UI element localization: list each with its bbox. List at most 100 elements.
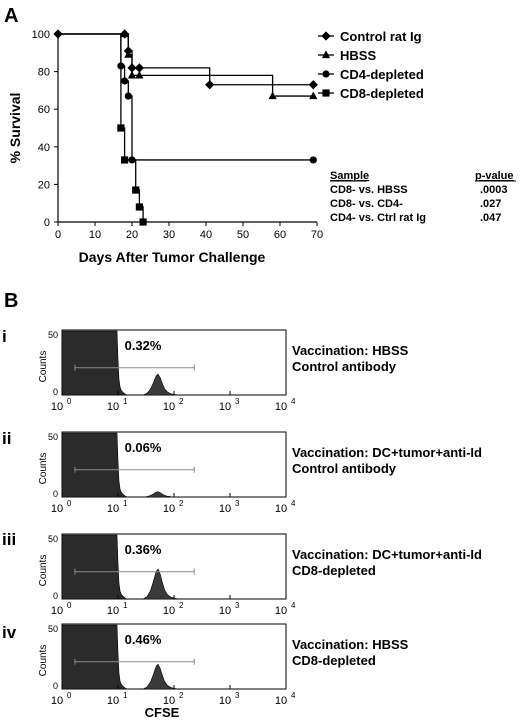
x-tick-label: 10 <box>89 229 101 241</box>
y-tick-label: 50 <box>48 432 58 442</box>
x-tick-base: 10 <box>107 605 119 617</box>
x-tick-exponent: 0 <box>67 691 72 700</box>
data-point <box>205 80 215 90</box>
y-tick-label: 20 <box>38 179 50 191</box>
x-tick-base: 10 <box>51 401 63 413</box>
antibody-label: Control antibody <box>292 359 397 374</box>
data-point <box>135 70 144 79</box>
x-tick-exponent: 2 <box>179 691 184 700</box>
survival-series <box>53 29 318 226</box>
vaccination-label: Vaccination: DC+tumor+anti-Id <box>292 547 482 562</box>
x-tick-label: 0 <box>55 229 61 241</box>
vaccination-label: Vaccination: HBSS <box>292 637 409 652</box>
legend-item: CD8-depleted <box>318 86 424 101</box>
series-square <box>58 33 147 226</box>
stats-header-sample: Sample <box>330 170 369 182</box>
x-tick-label: 10 1 <box>107 499 128 515</box>
x-tick-base: 10 <box>51 695 63 707</box>
data-point <box>132 186 140 194</box>
data-point <box>121 77 129 85</box>
x-tick-exponent: 0 <box>67 601 72 610</box>
x-tick-label: 10 1 <box>107 691 128 707</box>
legend-item: CD4-depleted <box>318 67 424 82</box>
x-tick-label: 10 0 <box>51 499 72 515</box>
x-tick-exponent: 0 <box>67 397 72 406</box>
legend-item: HBSS <box>318 48 376 63</box>
survival-line <box>58 33 314 86</box>
histogram-panel-iv: iv 0.46% 50 0 Counts 10 0 10 1 10 2 10 3 10 4 Vaccinati… <box>2 623 409 707</box>
x-tick-exponent: 1 <box>123 601 128 610</box>
x-tick-label: 10 3 <box>219 601 240 617</box>
antibody-label: CD8-depleted <box>292 563 376 578</box>
y-tick-label: 50 <box>48 624 58 634</box>
data-point <box>309 91 318 100</box>
x-tick-label: 10 1 <box>107 397 128 413</box>
x-tick-label: 10 4 <box>275 691 296 707</box>
y-tick-label: 0 <box>53 591 58 601</box>
x-tick-label: 10 0 <box>51 601 72 617</box>
x-tick-label: 10 0 <box>51 691 72 707</box>
x-tick-base: 10 <box>163 503 175 515</box>
series-triangle <box>58 29 318 100</box>
x-tick-base: 10 <box>51 503 63 515</box>
x-tick-exponent: 2 <box>179 601 184 610</box>
x-tick-base: 10 <box>163 605 175 617</box>
panel-roman-label: iii <box>2 530 16 549</box>
panel-a-label: A <box>4 5 18 27</box>
histogram-panel-iii: iii 0.36% 50 0 Counts 10 0 10 1 10 2 10 3 10 4 Vaccinat… <box>2 530 482 617</box>
survival-legend: Control rat Ig HBSS CD4-depleted CD8-deplet… <box>318 29 424 101</box>
counts-axis-label: Counts <box>38 555 49 587</box>
proliferating-peak-area <box>141 568 180 600</box>
data-point <box>124 50 133 58</box>
x-tick-exponent: 3 <box>235 499 240 508</box>
x-tick-exponent: 4 <box>291 691 296 700</box>
data-point <box>268 91 277 100</box>
gate-percent-label: 0.06% <box>125 440 162 455</box>
survival-line <box>58 33 314 97</box>
x-tick-base: 10 <box>219 605 231 617</box>
x-tick-label: 30 <box>163 229 175 241</box>
x-tick-exponent: 3 <box>235 691 240 700</box>
y-tick-label: 100 <box>32 29 50 41</box>
x-tick-label: 10 2 <box>163 397 184 413</box>
survival-y-ticks: 0 20 40 60 80 100 <box>32 29 58 229</box>
gate-percent-label: 0.46% <box>125 632 162 647</box>
x-tick-base: 10 <box>107 695 119 707</box>
vaccination-label: Vaccination: HBSS <box>292 343 409 358</box>
panel-b-label: B <box>4 290 18 312</box>
legend-label: HBSS <box>340 48 376 63</box>
data-point <box>124 92 132 100</box>
data-point <box>134 63 144 73</box>
x-tick-base: 10 <box>275 695 287 707</box>
stats-row-sample: CD4- vs. Ctrl rat Ig <box>330 212 426 224</box>
x-tick-label: 20 <box>126 229 138 241</box>
counts-axis-label: Counts <box>38 351 49 383</box>
y-tick-label: 0 <box>53 681 58 691</box>
main-population-area <box>61 534 129 600</box>
data-point <box>117 124 125 132</box>
y-tick-label: 60 <box>38 104 50 116</box>
series-circle <box>58 33 317 164</box>
legend-marker <box>321 31 331 41</box>
x-tick-base: 10 <box>163 401 175 413</box>
counts-axis-label: Counts <box>38 453 49 485</box>
x-tick-label: 10 2 <box>163 499 184 515</box>
x-tick-label: 10 3 <box>219 499 240 515</box>
x-tick-exponent: 3 <box>235 601 240 610</box>
data-point <box>120 29 129 38</box>
stats-row-sample: CD8- vs. CD4- <box>330 198 403 210</box>
stats-row-sample: CD8- vs. HBSS <box>330 184 408 196</box>
cfse-axis-label: CFSE <box>145 705 180 720</box>
x-tick-exponent: 4 <box>291 499 296 508</box>
survival-x-ticks: 0 10 20 30 40 50 60 70 <box>55 222 323 241</box>
main-population-area <box>61 330 129 396</box>
x-tick-base: 10 <box>107 401 119 413</box>
x-tick-label: 10 3 <box>219 397 240 413</box>
x-tick-base: 10 <box>51 605 63 617</box>
stats-row-p: .047 <box>480 212 501 224</box>
x-tick-base: 10 <box>219 695 231 707</box>
x-tick-label: 10 4 <box>275 601 296 617</box>
counts-axis-label: Counts <box>38 645 49 677</box>
legend-marker <box>322 89 330 97</box>
gate-percent-label: 0.32% <box>125 338 162 353</box>
